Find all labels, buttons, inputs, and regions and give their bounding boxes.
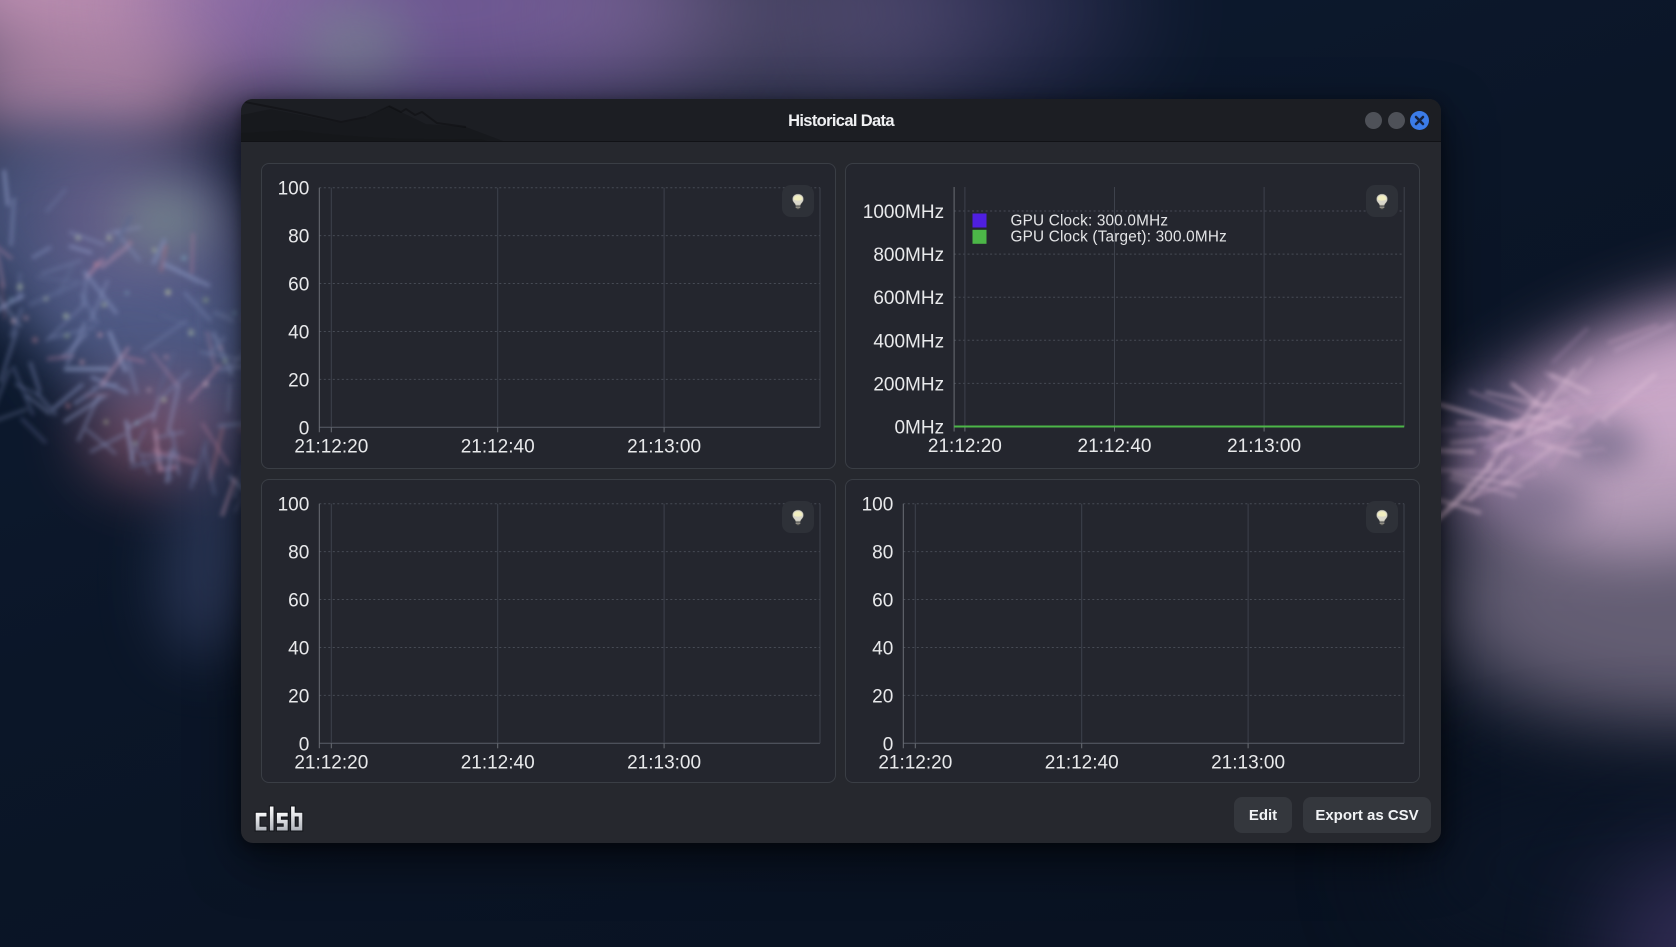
- svg-text:100: 100: [862, 495, 894, 516]
- svg-text:GPU Clock (Target): 300.0MHz: GPU Clock (Target): 300.0MHz: [1011, 229, 1227, 246]
- svg-text:400MHz: 400MHz: [873, 331, 944, 352]
- svg-text:20: 20: [288, 370, 309, 391]
- svg-text:40: 40: [872, 639, 893, 660]
- svg-text:40: 40: [288, 639, 309, 660]
- svg-text:0MHz: 0MHz: [894, 418, 944, 439]
- svg-text:21:13:00: 21:13:00: [627, 753, 701, 774]
- svg-text:21:12:40: 21:12:40: [1045, 753, 1119, 774]
- svg-text:100: 100: [278, 495, 310, 516]
- svg-text:21:12:20: 21:12:20: [928, 436, 1002, 457]
- svg-text:60: 60: [288, 275, 309, 296]
- svg-text:80: 80: [288, 543, 309, 564]
- svg-text:0: 0: [883, 734, 894, 755]
- svg-text:0: 0: [299, 418, 310, 439]
- svg-text:21:12:40: 21:12:40: [461, 437, 535, 458]
- svg-text:21:13:00: 21:13:00: [627, 437, 701, 458]
- svg-text:800MHz: 800MHz: [873, 245, 944, 266]
- svg-text:1000MHz: 1000MHz: [863, 202, 944, 223]
- svg-text:21:12:40: 21:12:40: [461, 753, 535, 774]
- svg-text:80: 80: [288, 227, 309, 248]
- svg-text:0: 0: [299, 734, 310, 755]
- svg-text:40: 40: [288, 323, 309, 344]
- svg-text:21:13:00: 21:13:00: [1211, 753, 1285, 774]
- svg-text:21:13:00: 21:13:00: [1227, 436, 1301, 457]
- svg-text:GPU Clock: 300.0MHz: GPU Clock: 300.0MHz: [1011, 212, 1169, 229]
- svg-text:21:12:20: 21:12:20: [294, 753, 368, 774]
- svg-text:600MHz: 600MHz: [873, 288, 944, 309]
- svg-text:20: 20: [288, 686, 309, 707]
- svg-text:60: 60: [288, 591, 309, 612]
- svg-text:21:12:20: 21:12:20: [294, 437, 368, 458]
- svg-text:100: 100: [278, 179, 310, 200]
- svg-text:21:12:40: 21:12:40: [1078, 436, 1152, 457]
- svg-text:200MHz: 200MHz: [873, 374, 944, 395]
- svg-text:60: 60: [872, 591, 893, 612]
- svg-text:80: 80: [872, 543, 893, 564]
- svg-text:21:12:20: 21:12:20: [878, 753, 952, 774]
- svg-text:20: 20: [872, 686, 893, 707]
